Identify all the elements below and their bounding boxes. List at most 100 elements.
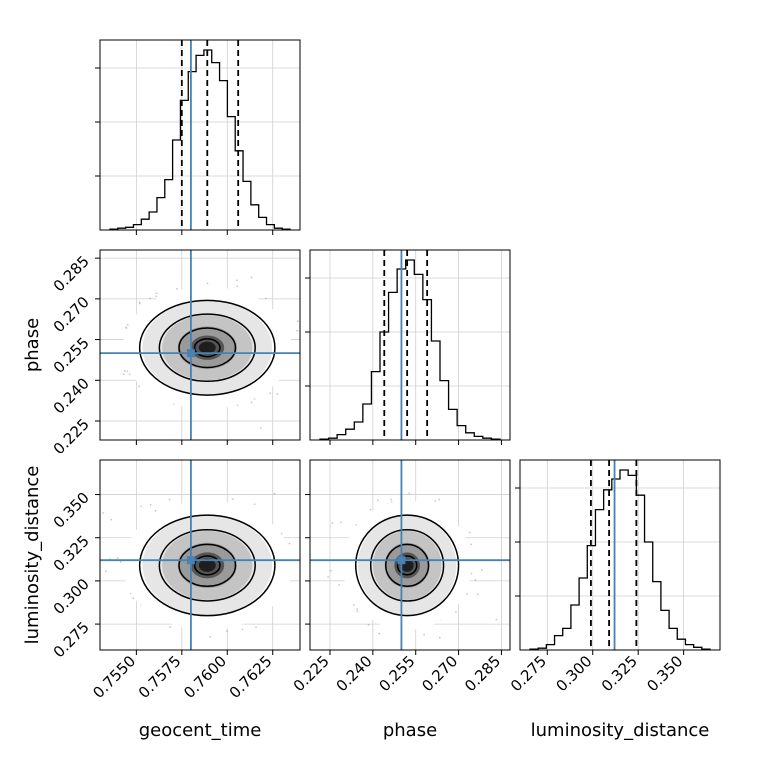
sample-point	[340, 521, 342, 524]
sample-point	[304, 344, 306, 346]
contour-line	[193, 555, 221, 576]
sample-point	[273, 492, 276, 495]
sample-point	[390, 498, 392, 501]
y-tick-label: 0.300	[50, 575, 93, 618]
x-tick-label: 0.325	[598, 652, 641, 695]
sample-point	[149, 503, 152, 506]
sample-point	[169, 626, 171, 628]
sample-point	[470, 543, 473, 546]
sample-point	[455, 610, 457, 613]
contour-line	[369, 529, 445, 602]
sample-point	[140, 505, 143, 508]
x-axis-label-luminosity_distance: luminosity_distance	[531, 720, 710, 741]
sample-point	[253, 503, 256, 506]
y-axis-label-phase: phase	[22, 318, 43, 372]
sample-point	[155, 295, 158, 298]
sample-point	[468, 531, 471, 534]
sample-point	[304, 378, 306, 380]
sample-point	[236, 285, 239, 288]
sample-point	[126, 370, 129, 373]
sample-point	[466, 593, 469, 595]
sample-point	[369, 508, 372, 511]
y-tick-label: 0.240	[50, 374, 93, 417]
panel-frame	[99, 249, 301, 441]
sample-point	[330, 569, 333, 572]
panel-frame	[309, 249, 511, 441]
contour-line	[354, 514, 460, 617]
density-panel-geocent_time-phase	[99, 249, 306, 441]
truth-marker	[186, 349, 195, 358]
contour-line	[138, 299, 276, 396]
x-tick-label: 0.350	[643, 652, 686, 695]
x-tick-label: 0.7625	[226, 652, 276, 702]
sample-point	[378, 632, 381, 635]
contour-line	[193, 338, 221, 358]
hist-panel-bg	[310, 250, 510, 440]
sample-point	[296, 329, 299, 332]
sample-point	[377, 499, 379, 502]
sample-point	[259, 427, 262, 429]
hist-panel-geocent_time	[95, 39, 301, 231]
sample-point	[408, 492, 411, 495]
sample-point	[474, 579, 477, 581]
histogram-steps	[529, 469, 711, 650]
sample-point	[124, 326, 127, 329]
x-tick-label: 0.300	[552, 652, 595, 695]
contour-line	[396, 555, 418, 576]
x-tick-label: 0.7575	[135, 652, 185, 702]
sample-point	[288, 542, 291, 545]
sample-point	[438, 636, 441, 639]
x-tick-label: 0.270	[418, 652, 461, 695]
contour-line	[138, 514, 276, 617]
density-panel-phase-luminosity_distance	[309, 459, 511, 651]
sample-point	[356, 608, 359, 611]
contour-line	[158, 313, 256, 383]
sample-point	[356, 610, 359, 613]
sample-point	[128, 373, 131, 376]
sample-point	[495, 618, 498, 621]
sample-point	[110, 518, 113, 521]
sample-point	[367, 623, 370, 626]
panel-frame	[99, 39, 301, 231]
sample-point	[209, 635, 212, 638]
sample-point	[116, 557, 119, 559]
hist-panel-bg	[100, 40, 300, 230]
sample-point	[250, 401, 253, 404]
y-tick-label: 0.270	[50, 293, 93, 336]
sample-point	[470, 572, 473, 575]
sample-point	[126, 324, 129, 326]
sample-point	[149, 297, 151, 300]
density-level	[198, 558, 216, 572]
sample-point	[301, 342, 303, 344]
sample-point	[138, 385, 141, 388]
sample-point	[168, 498, 171, 501]
y-tick-label: 0.325	[50, 532, 93, 575]
hist-panel-phase	[305, 249, 511, 441]
density-panel-geocent_time-luminosity_distance	[99, 459, 301, 651]
sample-point	[250, 276, 253, 279]
sample-point	[331, 521, 334, 524]
y-tick-label: 0.255	[50, 334, 93, 377]
x-tick-label: 0.285	[461, 652, 504, 695]
sample-point	[225, 630, 228, 632]
y-tick-label: 0.225	[50, 415, 93, 458]
histogram-steps	[319, 259, 501, 440]
sample-point	[276, 393, 279, 396]
x-tick-label: 0.225	[290, 652, 333, 695]
density-content	[100, 460, 300, 650]
truth-marker	[397, 556, 406, 565]
x-tick-label: 0.7550	[89, 652, 139, 702]
panel-frame	[309, 459, 511, 651]
contour-line	[158, 529, 256, 602]
density-level	[198, 341, 216, 354]
sample-point	[119, 561, 122, 563]
sample-point	[236, 279, 238, 282]
hist-panel-bg	[520, 460, 720, 650]
sample-point	[296, 320, 299, 323]
sample-point	[269, 392, 271, 395]
truth-marker	[186, 556, 195, 565]
panel-frame	[519, 459, 721, 651]
x-axis-label-phase: phase	[383, 720, 437, 741]
x-tick-label: 0.7600	[180, 652, 230, 702]
